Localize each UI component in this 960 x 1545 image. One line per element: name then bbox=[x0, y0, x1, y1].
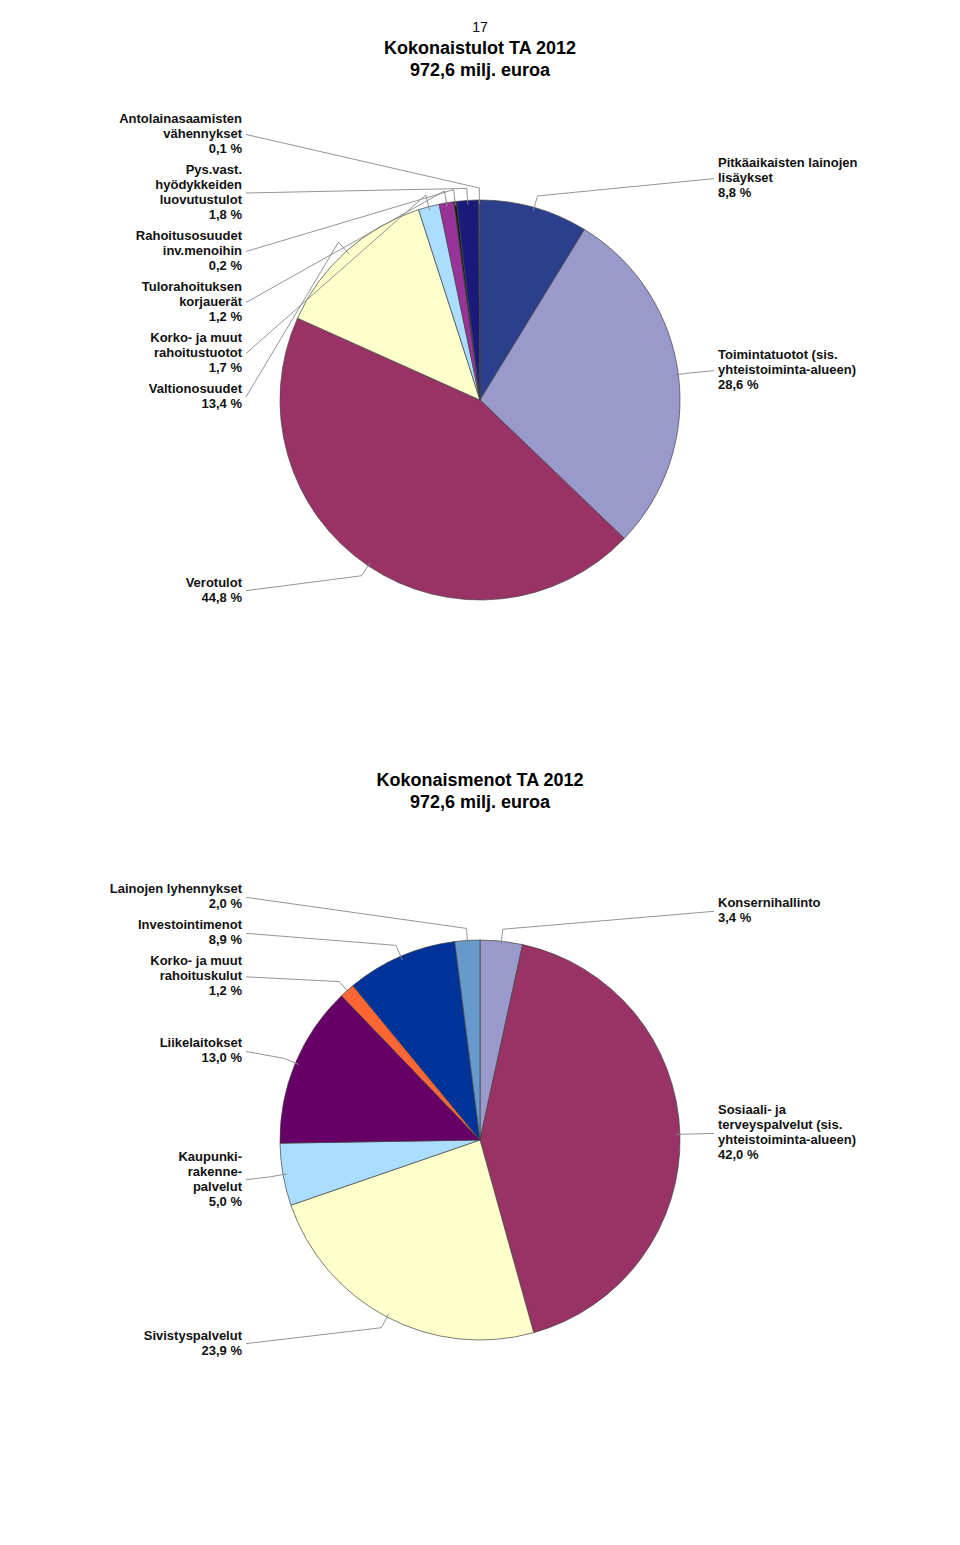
slices bbox=[280, 940, 680, 1340]
leader-line bbox=[246, 242, 349, 397]
slice-label: Korko- ja muutrahoitustuotot1,7 % bbox=[150, 330, 242, 375]
slice-label: Tulorahoituksenkorjauerät1,2 % bbox=[142, 279, 243, 324]
slice-label: Antolainasaamistenvähennykset0,1 % bbox=[119, 111, 242, 156]
slice-label: Rahoitusosuudetinv.menoihin0,2 % bbox=[136, 228, 243, 273]
leader-line bbox=[246, 933, 402, 960]
slice-label: Liikelaitokset13,0 % bbox=[160, 1035, 243, 1065]
slice-label: Toimintatuotot (sis.yhteistoiminta-aluee… bbox=[718, 347, 856, 392]
pie-slice bbox=[455, 940, 480, 1140]
slice-labels: Konsernihallinto3,4 % Sosiaali- jaterveys… bbox=[110, 881, 856, 1357]
leader-line bbox=[533, 179, 714, 212]
slice-label: Kaupunki-rakenne-palvelut5,0 % bbox=[178, 1149, 242, 1209]
slice-label: Pys.vast.hyödykkeidenluovutustulot1,8 % bbox=[155, 162, 242, 222]
slice-label: Investointimenot8,9 % bbox=[138, 917, 243, 947]
slice-label: Lainojen lyhennykset2,0 % bbox=[110, 881, 243, 911]
leader-line bbox=[246, 1051, 299, 1064]
pie-slice bbox=[479, 200, 480, 400]
slice-label: Konsernihallinto3,4 % bbox=[718, 895, 821, 925]
pie-slice bbox=[456, 200, 480, 400]
leader-line bbox=[246, 897, 468, 944]
slice-label: Korko- ja muutrahoituskulut1,2 % bbox=[150, 953, 242, 998]
leader-line bbox=[246, 977, 350, 994]
leader-line bbox=[246, 562, 370, 590]
chart-title: Kokonaismenot TA 2012972,6 milj. euroa bbox=[376, 770, 583, 812]
leader-line bbox=[674, 371, 714, 375]
page: 17 Kokonaistulot TA 2012972,6 milj. euroa… bbox=[0, 0, 960, 1545]
page-number: 17 bbox=[472, 19, 488, 35]
leader-line bbox=[246, 190, 456, 252]
slice-label: Valtionosuudet13,4 % bbox=[149, 381, 243, 411]
leader-line bbox=[246, 188, 468, 204]
leader-line bbox=[246, 1314, 389, 1344]
slices bbox=[280, 200, 680, 600]
leader-line bbox=[676, 1133, 714, 1135]
leader-line bbox=[246, 135, 479, 205]
pie-chart: Kokonaismenot TA 2012972,6 milj. euroa Ko… bbox=[110, 770, 856, 1358]
slice-label: Verotulot44,8 % bbox=[186, 575, 243, 605]
slice-label: Pitkäaikaisten lainojenlisäykset8,8 % bbox=[718, 155, 858, 200]
slice-labels: Pitkäaikaisten lainojenlisäykset8,8 % Toi… bbox=[119, 111, 857, 605]
slice-label: Sivistyspalvelut23,9 % bbox=[144, 1328, 243, 1358]
pie-slice bbox=[280, 1140, 480, 1205]
slice-label: Sosiaali- jaterveyspalvelut (sis.yhteist… bbox=[718, 1102, 856, 1162]
chart-title: Kokonaistulot TA 2012972,6 milj. euroa bbox=[384, 38, 576, 80]
leader-line bbox=[246, 195, 430, 353]
leader-line bbox=[246, 1174, 287, 1180]
leader-line bbox=[501, 911, 714, 945]
leader-line bbox=[246, 191, 447, 302]
pie-chart: Kokonaistulot TA 2012972,6 milj. euroa Pi… bbox=[119, 38, 857, 605]
